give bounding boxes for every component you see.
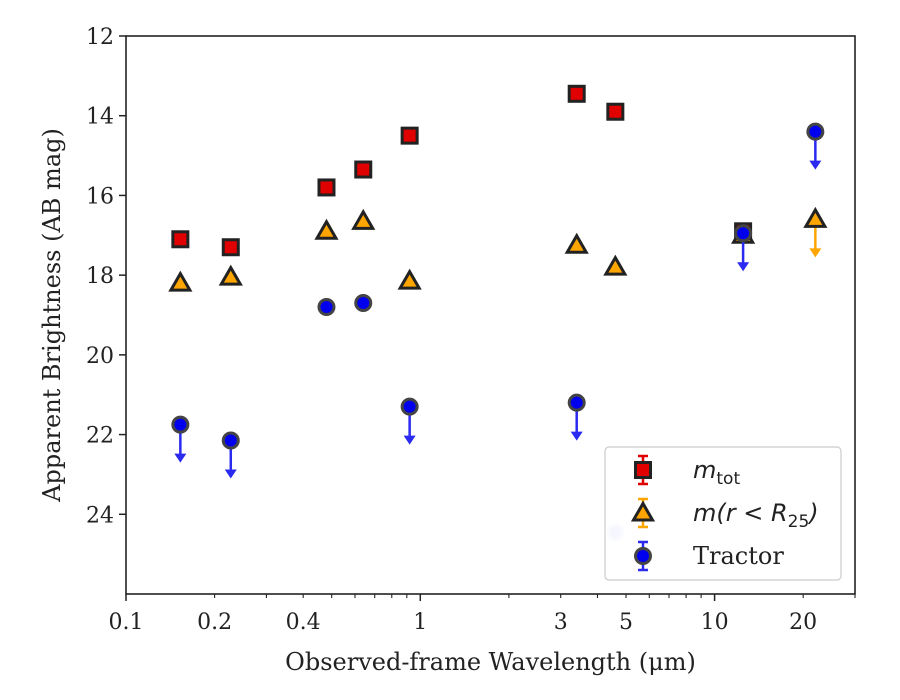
- legend-label: m(r < R25): [693, 499, 819, 532]
- legend-label-subscript: tot: [716, 469, 740, 489]
- x-tick-label: 20: [789, 610, 817, 635]
- series-square: [171, 84, 753, 257]
- y-tick-label: 18: [86, 264, 114, 289]
- data-point: [317, 178, 336, 197]
- data-point: [314, 218, 339, 240]
- data-point: [567, 393, 586, 412]
- data-point: [171, 230, 190, 249]
- data-point: [221, 431, 240, 450]
- upper-limit-arrow-head: [174, 453, 187, 463]
- series-circle: [171, 122, 825, 542]
- data-point: [397, 268, 422, 290]
- y-tick-label: 14: [86, 105, 114, 130]
- upper-limit-arrow-head: [224, 469, 237, 479]
- y-axis-ticks: 12 14 16 18 20 22 24: [86, 25, 126, 528]
- legend-label-text: m(r < R: [693, 499, 788, 527]
- data-point: [354, 294, 373, 313]
- legend-marker: [634, 547, 652, 565]
- y-tick-label: 12: [86, 25, 114, 50]
- upper-limit-arrow-head: [737, 262, 750, 272]
- data-marks: [168, 84, 828, 542]
- x-tick-label: 0.1: [109, 610, 144, 635]
- data-point: [400, 397, 419, 416]
- legend: mtot m(r < R25) Tractor: [604, 446, 842, 581]
- upper-limit-arrow-head: [809, 248, 822, 258]
- series-triangle: [168, 206, 828, 292]
- data-point: [564, 232, 589, 254]
- upper-limit-arrow-head: [403, 435, 416, 445]
- legend-label-suffix: ): [807, 499, 818, 527]
- legend-label: mtot: [693, 456, 740, 489]
- x-tick-label: 0.4: [286, 610, 321, 635]
- data-point: [354, 160, 373, 179]
- upper-limit-arrow-head: [570, 431, 583, 441]
- x-tick-label: 3: [554, 610, 568, 635]
- upper-limit-arrow-head: [809, 160, 822, 170]
- x-tick-label: 5: [619, 610, 633, 635]
- legend-label-text: Tractor: [693, 542, 784, 570]
- data-point: [603, 254, 628, 276]
- x-tick-label: 0.2: [197, 610, 232, 635]
- data-point: [806, 122, 825, 141]
- y-tick-label: 20: [86, 344, 114, 369]
- data-point: [803, 206, 828, 228]
- data-point: [168, 270, 193, 292]
- x-tick-label: 10: [701, 610, 729, 635]
- data-point: [317, 298, 336, 317]
- legend-label-subscript: 25: [788, 512, 810, 532]
- data-point: [351, 208, 376, 230]
- y-tick-label: 16: [86, 184, 114, 209]
- data-point: [734, 224, 753, 243]
- data-point: [221, 238, 240, 257]
- y-tick-label: 24: [86, 503, 114, 528]
- data-point: [606, 102, 625, 121]
- data-point: [400, 126, 419, 145]
- legend-label-text: m: [693, 456, 716, 484]
- x-axis-label: Observed-frame Wavelength (μm): [285, 648, 696, 676]
- x-axis-ticks: 0.1 0.2 0.4 1 3 5 10 20: [109, 594, 856, 635]
- legend-marker: [630, 500, 656, 522]
- legend-box: [604, 446, 842, 581]
- data-point: [218, 264, 243, 286]
- data-point: [567, 84, 586, 103]
- legend-label: Tractor: [693, 542, 784, 570]
- plot-frame: [125, 35, 856, 595]
- data-point: [171, 415, 190, 434]
- y-axis-label: Apparent Brightness (AB mag): [38, 128, 66, 503]
- legend-marker: [634, 461, 652, 479]
- y-tick-label: 22: [86, 424, 114, 449]
- x-tick-label: 1: [413, 610, 427, 635]
